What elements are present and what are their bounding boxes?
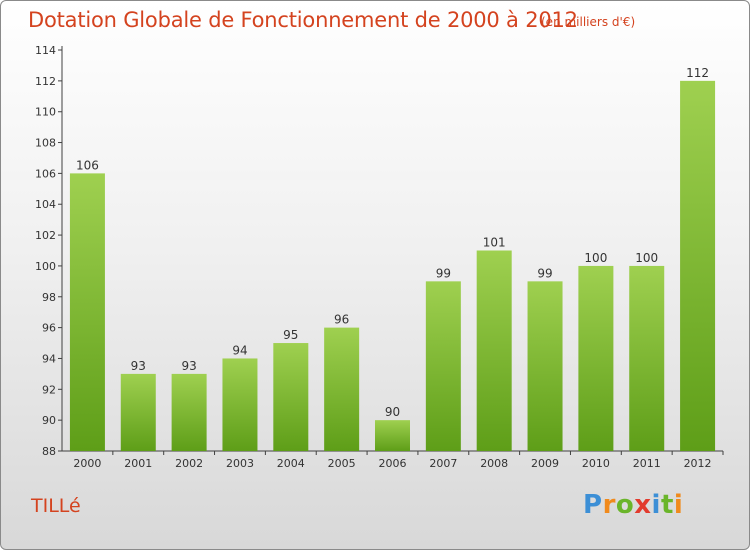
data-label-2000: 106 — [76, 158, 99, 172]
y-tick-label: 106 — [35, 167, 56, 180]
bar-2010 — [578, 265, 614, 451]
x-tick-label-2003: 2003 — [226, 457, 254, 470]
data-label-2007: 99 — [436, 266, 451, 280]
y-tick-label: 112 — [35, 75, 56, 88]
bar-2009 — [527, 281, 563, 451]
bar-2006 — [375, 420, 410, 451]
logo-letter: t — [660, 490, 674, 520]
y-tick-label: 104 — [35, 198, 56, 211]
logo-letter: r — [602, 490, 616, 520]
y-tick-label: 98 — [42, 291, 56, 304]
axes: 88 90 92 94 96 98 100 102 104 106 108 110 112 114 2000… — [35, 44, 724, 470]
data-label-2008: 101 — [483, 236, 506, 250]
bar-2003 — [222, 358, 258, 451]
bar-2008 — [476, 250, 512, 451]
logo-letter: P — [583, 490, 603, 520]
unit-note: (en milliers d'€) — [541, 15, 636, 29]
bar-2007 — [425, 281, 461, 451]
x-tick-label-2011: 2011 — [633, 457, 661, 470]
x-tick-label-2002: 2002 — [175, 457, 203, 470]
data-label-2004: 95 — [283, 328, 298, 342]
logo-letter: o — [615, 490, 635, 520]
data-labels: 106 93 93 94 95 96 90 99 101 99 100 100 112 — [76, 66, 709, 419]
x-tick-label-2009: 2009 — [531, 457, 559, 470]
logo-letter: i — [651, 490, 661, 520]
x-tick-label-2010: 2010 — [582, 457, 610, 470]
x-tick-label-2007: 2007 — [429, 457, 457, 470]
y-tick-label: 90 — [42, 414, 56, 427]
y-tick-label: 114 — [35, 44, 56, 57]
bar-2012 — [680, 80, 716, 451]
proxiti-logo[interactable]: Proxiti — [583, 490, 683, 520]
logo-letter: x — [634, 490, 652, 520]
y-tick-label: 102 — [35, 229, 56, 242]
chart-title: Dotation Globale de Fonctionnement de 20… — [28, 8, 578, 32]
bar-2004 — [273, 343, 309, 451]
x-tick-label-2004: 2004 — [277, 457, 305, 470]
logo-letter: i — [673, 490, 684, 520]
x-tick-label-2001: 2001 — [124, 457, 152, 470]
data-label-2010: 100 — [584, 251, 607, 265]
bars — [69, 80, 716, 451]
data-label-2012: 112 — [686, 66, 709, 80]
y-tick-label: 94 — [42, 352, 56, 365]
x-tick-label-2005: 2005 — [328, 457, 356, 470]
data-label-2011: 100 — [635, 251, 658, 265]
data-label-2005: 96 — [334, 313, 349, 327]
data-label-2006: 90 — [385, 405, 400, 419]
bar-2011 — [629, 265, 665, 451]
y-tick-label: 88 — [42, 445, 56, 458]
data-label-2003: 94 — [232, 343, 247, 357]
x-tick-label-2008: 2008 — [480, 457, 508, 470]
bar-2001 — [120, 373, 156, 451]
commune-name: TILLé — [31, 495, 81, 517]
x-tick-label-2012: 2012 — [684, 457, 712, 470]
y-tick-label: 92 — [42, 383, 56, 396]
data-label-2001: 93 — [131, 359, 146, 373]
x-tick-label-2006: 2006 — [379, 457, 407, 470]
x-tick-label-2000: 2000 — [73, 457, 101, 470]
y-tick-label: 110 — [35, 106, 56, 119]
y-tick-label: 100 — [35, 260, 56, 273]
y-tick-label: 108 — [35, 137, 56, 150]
data-label-2002: 93 — [181, 359, 196, 373]
y-tick-label: 96 — [42, 322, 56, 335]
bar-2000 — [69, 173, 105, 451]
data-label-2009: 99 — [537, 266, 552, 280]
bar-2002 — [171, 373, 207, 451]
bar-2005 — [324, 327, 360, 451]
